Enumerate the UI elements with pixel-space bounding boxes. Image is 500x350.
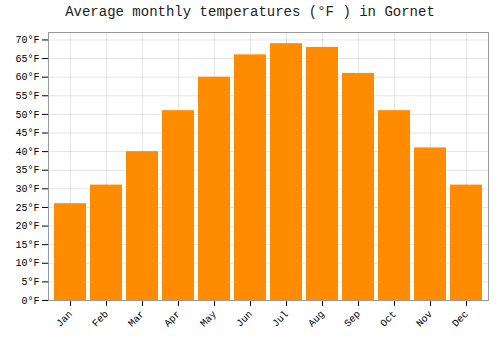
- html-text:Average monthly temperatures (: Average monthly temperatures (°F ) in Go…: [65, 4, 435, 20]
- svg-text:Feb: Feb: [90, 309, 111, 330]
- svg-text:Oct: Oct: [378, 309, 399, 330]
- svg-text:40°F: 40°F: [15, 147, 39, 158]
- svg-text:20°F: 20°F: [15, 221, 39, 232]
- svg-text:10°F: 10°F: [15, 258, 39, 269]
- svg-text:Aug: Aug: [306, 309, 327, 330]
- svg-text:70°F: 70°F: [15, 35, 39, 46]
- svg-text:Mar: Mar: [126, 309, 147, 330]
- svg-text:Sep: Sep: [342, 309, 363, 330]
- svg-text:25°F: 25°F: [15, 203, 39, 214]
- svg-text:30°F: 30°F: [15, 184, 39, 195]
- svg-text:Jan: Jan: [54, 309, 75, 330]
- svg-text:50°F: 50°F: [15, 110, 39, 121]
- svg-text:35°F: 35°F: [15, 165, 39, 176]
- svg-text:May: May: [198, 309, 219, 330]
- svg-text:5°F: 5°F: [21, 277, 39, 288]
- svg-text:45°F: 45°F: [15, 128, 39, 139]
- svg-text:Jun: Jun: [234, 309, 255, 330]
- svg-text:65°F: 65°F: [15, 54, 39, 65]
- svg-text:15°F: 15°F: [15, 240, 39, 251]
- svg-text:Dec: Dec: [450, 309, 471, 330]
- svg-text:Jul: Jul: [270, 309, 291, 330]
- svg-text:60°F: 60°F: [15, 72, 39, 83]
- svg-text:Nov: Nov: [414, 309, 435, 330]
- svg-text:Apr: Apr: [162, 309, 183, 330]
- svg-text:55°F: 55°F: [15, 91, 39, 102]
- svg-text:0°F: 0°F: [21, 296, 39, 307]
